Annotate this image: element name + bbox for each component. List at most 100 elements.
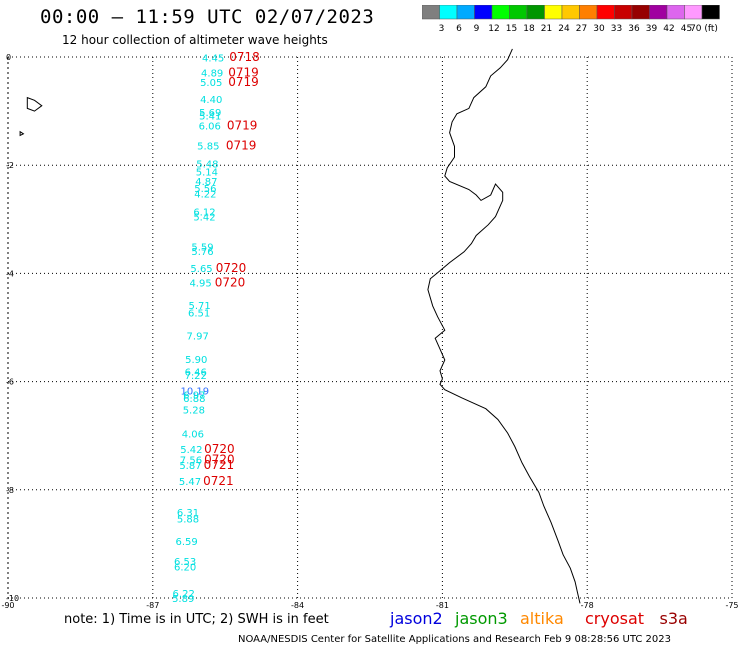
time-labels: 0718071907190719071907200720072007200721… (203, 50, 260, 488)
wave-height-value: 5.89 (172, 594, 194, 605)
wave-height-value: 5.28 (183, 406, 205, 417)
wave-height-value: 5.87 (179, 461, 201, 472)
color-scale-label: 36 (628, 24, 640, 34)
pass-time-label: 0719 (228, 75, 259, 89)
wave-height-value: 4.89 (201, 69, 223, 80)
wave-height-value: 10.19 (180, 386, 209, 397)
wave-height-map: -90 -87 -84 -81 -78 -750-2-4-6-8-10 4.454.895… (1, 48, 739, 610)
latitude-tick-label: -6 (6, 378, 14, 387)
wave-height-value: 4.87 (195, 177, 217, 188)
pass-time-label: 0720 (204, 453, 235, 467)
map-title: 00:00 – 11:59 UTC 02/07/2023 (40, 6, 375, 28)
pass-time-label: 0720 (215, 276, 246, 290)
map-subtitle: 12 hour collection of altimeter wave hei… (62, 33, 328, 47)
wave-height-value: 5.42 (193, 213, 215, 224)
coastline-path (427, 48, 581, 604)
satellite-legend-altika: altika (520, 609, 564, 628)
pass-time-label: 0719 (226, 139, 257, 153)
color-scale-label: 42 (663, 24, 674, 34)
wave-height-value: 5.65 (190, 264, 212, 275)
color-scale-label: 21 (541, 24, 552, 34)
coastline (19, 48, 581, 604)
wave-height-value: 4.95 (189, 279, 211, 290)
longitude-tick-label: -84 (291, 601, 304, 610)
color-scale-label: 39 (646, 24, 658, 34)
color-scale-label: 6 (456, 24, 462, 34)
wave-height-value: 5.88 (177, 514, 199, 525)
pass-time-label: 0721 (203, 474, 234, 488)
color-scale-label: 45 (681, 24, 692, 34)
color-scale-label: 30 (593, 24, 605, 34)
wave-height-value: 7.97 (187, 332, 209, 343)
wave-height-value: 5.85 (197, 142, 219, 153)
wave-height-value: 6.53 (174, 557, 196, 568)
wave-height-value: 6.88 (183, 394, 205, 405)
wave-height-value: 6.97 (183, 391, 205, 402)
pass-time-label: 0721 (204, 458, 235, 472)
units-note: note: 1) Time is in UTC; 2) SWH is in fe… (64, 612, 329, 627)
wave-height-value: 7.22 (185, 371, 207, 382)
wave-height-value: 5.71 (188, 301, 210, 312)
wave-height-value: 4.06 (182, 430, 204, 441)
wave-height-value: 6.22 (173, 589, 195, 600)
wave-height-value: 5.14 (196, 168, 218, 179)
wave-height-value: 6.46 (185, 367, 207, 378)
color-scale-label: 15 (506, 24, 517, 34)
latitude-tick-label: -4 (6, 269, 14, 278)
wave-height-value: 6.06 (199, 122, 221, 133)
color-scale-label: 70 (ft) (690, 24, 718, 34)
wave-height-value: 4.22 (194, 189, 216, 200)
wave-height-value: 5.56 (194, 184, 216, 195)
satellite-legend-jason2: jason2 (390, 609, 443, 628)
longitude-tick-label: -75 (725, 601, 738, 610)
pass-time-label: 0718 (229, 50, 260, 64)
axis-ticks: -90 -87 -84 -81 -78 -75 0 -2 -4 -6 -8 -10 (1, 53, 738, 610)
wave-height-value: 7.56 (180, 456, 202, 467)
wave-height-value: 5.90 (185, 355, 207, 366)
pass-time-label: 0719 (227, 119, 258, 133)
wave-height-value: 5.05 (200, 78, 222, 89)
island-outline (19, 130, 25, 137)
footer-credit: NOAA/NESDIS Center for Satellite Applica… (238, 634, 671, 645)
color-scale-label: 18 (523, 24, 535, 34)
wave-height-value: 5.42 (180, 445, 202, 456)
wave-height-value: 5.59 (191, 242, 213, 253)
satellite-legend-cryosat: cryosat (585, 609, 645, 628)
wave-height-value: 5.48 (196, 160, 218, 171)
pass-time-label: 0720 (204, 442, 235, 456)
pass-time-label: 0720 (216, 261, 247, 275)
latitude-tick-label: -10 (6, 594, 19, 603)
satellite-legend-jason3: jason3 (455, 609, 508, 628)
wave-height-value: 5.47 (179, 477, 201, 488)
pass-time-label: 0719 (228, 66, 259, 80)
longitude-tick-label: -81 (436, 601, 449, 610)
color-scale-label: 9 (474, 24, 480, 34)
longitude-tick-label: -90 (1, 601, 14, 610)
color-scale-label: 3 (439, 24, 445, 34)
latitude-tick-label: -2 (6, 161, 14, 170)
island-outline (26, 96, 43, 112)
wave-height-value: 6.31 (177, 508, 199, 519)
longitude-tick-label: -78 (581, 601, 594, 610)
wave-height-value: 6.51 (188, 308, 210, 319)
color-scale-label: 27 (576, 24, 587, 34)
wave-height-value: 5.69 (199, 108, 221, 119)
longitude-tick-label: -87 (146, 601, 159, 610)
wave-height-value: 5.41 (199, 111, 221, 122)
lat-lon-grid (7, 56, 733, 599)
latitude-tick-label: -8 (6, 486, 14, 495)
color-scale-label: 24 (558, 24, 570, 34)
wave-height-value: 4.40 (200, 95, 222, 106)
latitude-tick-label: 0 (6, 53, 11, 62)
color-scale-label: 12 (488, 24, 499, 34)
wave-height-value: 6.20 (174, 563, 196, 574)
satellite-legend-s3a: s3a (659, 609, 688, 628)
wave-height-value: 6.59 (175, 537, 197, 548)
wave-height-value: 4.45 (202, 54, 224, 65)
wave-height-value: 5.76 (191, 247, 213, 258)
color-scale-label: 33 (611, 24, 622, 34)
wave-height-labels: 4.45 4.895.05 4.40 5.695.416.06 5.85 5.485.14… (172, 54, 224, 605)
color-swatch (701, 5, 720, 20)
wave-height-value: 6.12 (193, 208, 215, 219)
